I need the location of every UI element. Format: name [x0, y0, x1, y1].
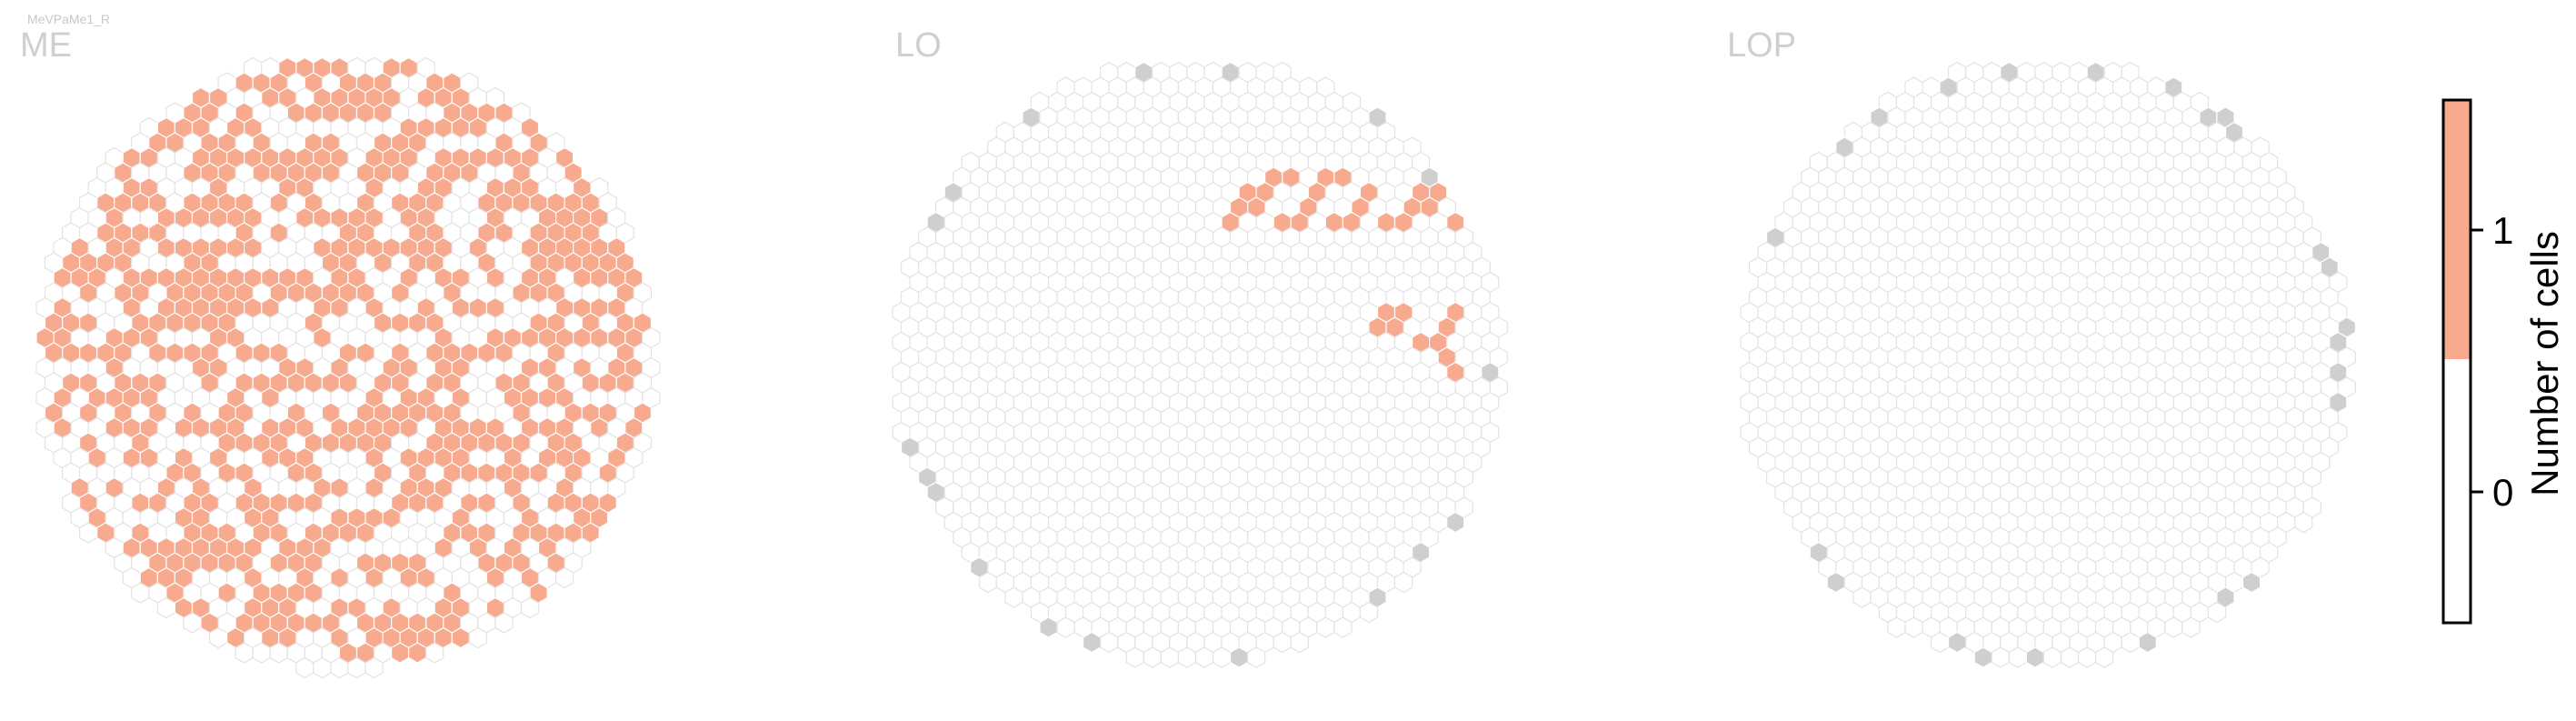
hex-cell — [1948, 631, 1967, 654]
hex-cell — [269, 642, 288, 664]
hex-cell — [494, 612, 514, 634]
hex-cell — [235, 642, 254, 664]
hex-cell — [1125, 646, 1144, 668]
hex-cell — [131, 582, 150, 604]
hex-cell — [364, 656, 384, 679]
hex-cell — [425, 642, 444, 664]
hex-cell — [2138, 631, 2157, 654]
hex-cell — [295, 656, 315, 679]
hex-cell — [1083, 631, 1102, 654]
hex-cell — [2025, 646, 2044, 668]
hex-cell — [1177, 646, 1196, 668]
colorbar-frame — [2441, 98, 2472, 625]
panel-lo: LO — [892, 26, 1508, 668]
panel-title-lop: LOP — [1727, 26, 1796, 65]
hex-grid-lo — [892, 61, 1508, 668]
hex-cell — [2008, 646, 2027, 668]
colorbar-bin-1 — [2443, 100, 2471, 359]
hex-cell — [1247, 646, 1266, 668]
colorbar-tick-label-0: 0 — [2492, 471, 2513, 514]
hex-cell — [1446, 511, 1465, 534]
hex-cell — [408, 642, 427, 664]
hex-cell — [330, 656, 349, 679]
hex-cell — [2095, 646, 2114, 668]
hex-cell — [1904, 616, 1923, 638]
hex-cell — [2207, 601, 2227, 624]
hex-cell — [252, 642, 271, 664]
hex-cell — [1004, 586, 1023, 608]
hex-cell — [520, 596, 540, 619]
hex-cell — [2164, 616, 2183, 638]
hex-cell — [391, 642, 410, 664]
panel-title-lo: LO — [895, 26, 942, 65]
hex-cell — [2294, 511, 2313, 534]
hex-cell — [451, 626, 470, 649]
hex-cell — [2121, 631, 2140, 654]
hex-grid-lop — [1740, 61, 2356, 668]
hex-cell — [1212, 646, 1232, 668]
hex-cell — [1100, 631, 1119, 654]
hex-cell — [79, 522, 98, 544]
colorbar-label: Number of cells — [2523, 231, 2566, 496]
panel-lop: LOP — [1727, 26, 2356, 668]
figure-subtitle: MeVPaMe1_R — [27, 12, 110, 26]
hex-grid-me — [35, 56, 661, 679]
hex-cell — [468, 626, 487, 649]
colorbar-bin-0 — [2443, 359, 2471, 623]
hex-cell — [2242, 571, 2261, 594]
hex-cell — [1991, 646, 2010, 668]
hex-cell — [1229, 646, 1249, 668]
hex-cell — [1333, 616, 1353, 638]
hex-cell — [1973, 646, 1992, 668]
hex-cell — [1393, 571, 1413, 594]
hex-cell — [183, 612, 202, 634]
hex-cell — [1826, 571, 1845, 594]
hex-cell — [1039, 616, 1058, 638]
panel-me: ME — [20, 26, 661, 679]
hex-cell — [2042, 646, 2062, 668]
hex-cell — [2182, 616, 2201, 638]
hex-cell — [1056, 616, 1075, 638]
hex-cell — [1887, 616, 1906, 638]
hex-cell — [1160, 646, 1179, 668]
hex-cell — [1931, 631, 1950, 654]
hex-cell — [156, 596, 175, 619]
hex-cell — [1273, 631, 1292, 654]
hex-cell — [2060, 646, 2080, 668]
colorbar: 1 0 Number of cells — [2441, 98, 2566, 625]
hex-cell — [1316, 616, 1335, 638]
hex-cell — [1194, 646, 1214, 668]
hex-cell — [1143, 646, 1162, 668]
hex-cell — [1359, 601, 1379, 624]
colorbar-tick-label-1: 1 — [2492, 209, 2513, 252]
panel-title-me: ME — [20, 26, 72, 65]
hex-cell — [347, 656, 366, 679]
hex-cell — [978, 571, 997, 594]
hex-cell — [1290, 631, 1309, 654]
hex-cell — [208, 626, 228, 649]
hex-cell — [313, 656, 332, 679]
hex-cell — [2077, 646, 2097, 668]
hex-cell — [555, 566, 574, 589]
hex-cell — [1852, 586, 1872, 608]
